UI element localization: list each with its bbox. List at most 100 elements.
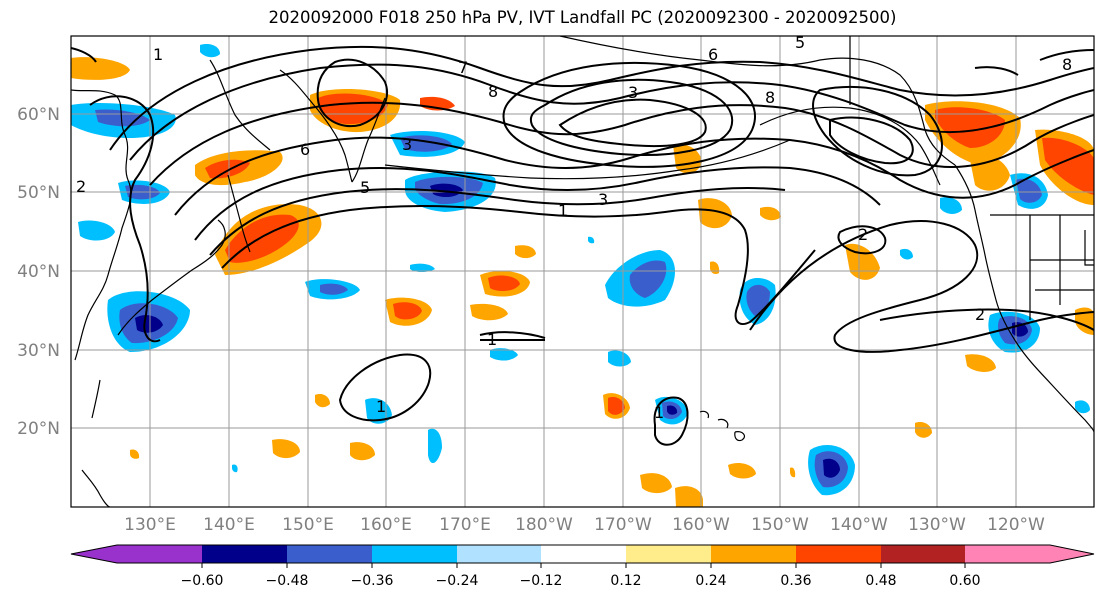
- colorbar-tick-label: −0.12: [520, 573, 563, 589]
- contour-label: 8: [1062, 55, 1072, 74]
- contour-line: [89, 95, 161, 343]
- lon-label: 180°W: [515, 515, 573, 535]
- contour-line: [209, 187, 786, 256]
- graticule: [71, 36, 1094, 507]
- pv-anomaly-region: [428, 428, 442, 464]
- lon-label: 140°E: [203, 515, 255, 535]
- pv-anomaly-region: [698, 198, 732, 229]
- pv-anomaly-region: [608, 397, 625, 415]
- pv-anomaly-region: [790, 467, 796, 478]
- colorbar-extend-high: [1050, 545, 1094, 563]
- colorbar: −0.60 −0.48 −0.36 −0.24 −0.12 0.12 0.24 …: [70, 544, 1095, 589]
- contour-line: [974, 66, 1019, 76]
- coastline-sakhalin: [227, 174, 251, 253]
- pv-anomaly-region: [490, 348, 518, 361]
- pv-anomaly-region: [1075, 400, 1090, 414]
- lon-label: 160°E: [360, 515, 412, 535]
- contour-label: 2: [76, 177, 86, 196]
- colorbar-segment: [202, 545, 287, 563]
- pv-anomaly-region: [1016, 178, 1042, 203]
- latitude-labels: 60°N 50°N 40°N 30°N 20°N: [17, 105, 60, 439]
- pv-anomaly-region: [935, 107, 1005, 148]
- pv-anomaly-region: [200, 44, 220, 58]
- contour-line: [194, 166, 881, 241]
- pv-anomaly-region: [318, 93, 388, 125]
- colorbar-segment: [117, 545, 202, 563]
- pv-anomaly-region: [225, 214, 299, 263]
- contour-label: 3: [598, 190, 608, 209]
- contour-line: [129, 63, 1094, 161]
- pv-anomaly-region: [78, 220, 115, 241]
- map-panel: 7 6 5 5 8 8 6 3 3 1 3 2 2 1 1 1 1 2 8: [71, 33, 1094, 507]
- contour-line: [479, 331, 546, 341]
- contour-line: [316, 58, 388, 128]
- contour-label: 8: [488, 82, 498, 101]
- contour-label: 1: [654, 403, 664, 422]
- pv-anomaly-region: [675, 486, 703, 507]
- contour-line: [749, 220, 1094, 353]
- contour-line: [837, 225, 887, 255]
- contour-label-group: 7 6 5 5 8 8 6 3 3 1 3 2 2 1 1 1 1 2 8: [76, 33, 1072, 422]
- lat-label: 30°N: [17, 341, 60, 361]
- pv-anomaly-region: [667, 405, 678, 415]
- lat-label: 40°N: [17, 262, 60, 282]
- lon-label: 130°E: [124, 515, 176, 535]
- pv-anomaly-region: [673, 144, 702, 174]
- pv-anomaly-region: [823, 458, 840, 478]
- pv-anomaly-region: [350, 442, 375, 461]
- colorbar-segment: [711, 545, 796, 563]
- colorbar-tick-label: −0.24: [436, 573, 479, 589]
- colorbar-tick-label: 0.24: [695, 573, 726, 589]
- contour-label: 1: [558, 201, 568, 220]
- contour-label: 5: [795, 33, 805, 52]
- pv-anomaly-region: [629, 260, 667, 298]
- contour-label: 1: [376, 397, 386, 416]
- map-frame: [70, 35, 1095, 508]
- lon-label: 140°W: [830, 515, 888, 535]
- coastline-japan: [117, 219, 226, 336]
- colorbar-tick-label: 0.48: [865, 573, 896, 589]
- lon-label: 130°W: [908, 515, 966, 535]
- coastline-ryukyu: [81, 379, 111, 507]
- colorbar-ticks: [201, 563, 966, 568]
- colorbar-tick-label: −0.36: [351, 573, 394, 589]
- colorbar-outline: [70, 544, 1095, 564]
- contour-line: [149, 101, 1094, 186]
- colorbar-segment: [796, 545, 881, 563]
- colorbar-segment: [626, 545, 711, 563]
- colorbar-extend-low: [71, 545, 117, 563]
- contour-label: 7: [458, 58, 468, 77]
- lon-label: 150°E: [282, 515, 334, 535]
- colorbar-tick-label: 0.36: [780, 573, 811, 589]
- lon-label: 160°W: [672, 515, 730, 535]
- pv-anomaly-region: [315, 394, 330, 408]
- pv-anomaly-region: [588, 236, 595, 244]
- pv-anomaly-region: [365, 398, 392, 424]
- pv-anomaly-region: [900, 248, 913, 260]
- contour-line: [502, 61, 756, 168]
- contour-line: [1039, 49, 1094, 61]
- pv-anomaly-region: [71, 57, 130, 80]
- contour-line: [109, 45, 1094, 151]
- pv-anomaly-region: [430, 183, 463, 198]
- colorbar-segment: [881, 545, 965, 563]
- contour-label: 8: [765, 88, 775, 107]
- contour-line: [558, 98, 707, 148]
- ivt-contours: [71, 45, 1094, 446]
- lat-label: 20°N: [17, 419, 60, 439]
- contour-line: [529, 78, 734, 156]
- contour-label: 1: [487, 330, 497, 349]
- contour-line: [71, 47, 97, 63]
- contour-line: [829, 116, 914, 165]
- pv-anomaly-region: [393, 302, 422, 320]
- contour-line: [653, 396, 689, 446]
- map-title: 2020092000 F018 250 hPa PV, IVT Landfall…: [268, 8, 897, 27]
- pv-anomaly-region: [272, 439, 300, 459]
- lat-label: 50°N: [17, 183, 60, 203]
- contour-label: 3: [402, 135, 412, 154]
- lat-label: 60°N: [17, 105, 60, 125]
- contour-label: 3: [628, 83, 638, 102]
- contour-label: 1: [153, 45, 163, 64]
- lon-label: 170°E: [439, 515, 491, 535]
- pv-anomaly-region: [760, 206, 781, 221]
